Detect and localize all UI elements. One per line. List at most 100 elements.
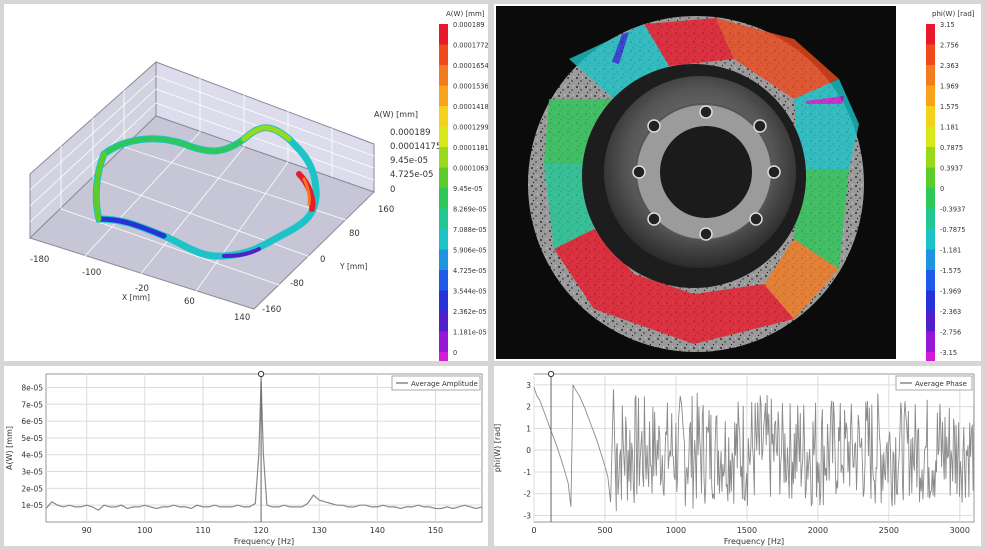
scale-label: 0.0001181 xyxy=(453,144,488,152)
scale-swatch xyxy=(439,44,448,65)
scale-label: -1.575 xyxy=(940,267,961,275)
scale-swatch xyxy=(439,270,448,291)
amplitude-3d-plot-panel[interactable]: A(W) [mm] 0.000189 0.00014175 9.45e-05 4… xyxy=(4,4,488,361)
y-tick-label: 1 xyxy=(526,424,531,433)
amplitude-color-scale: 0.000189 0.0001772 0.0001654 0.0001536 0.000… xyxy=(439,21,488,361)
scale-label: 0.0001418 xyxy=(453,103,488,111)
y-tick-label: 3 xyxy=(526,381,531,390)
scale-label: 0.000189 xyxy=(453,21,484,29)
scale-swatch xyxy=(926,85,935,106)
x-tick-label: 120 xyxy=(253,526,268,535)
x-tick-label: 3000 xyxy=(950,526,970,535)
x-tick-label: 60 xyxy=(184,297,195,307)
scale-swatch xyxy=(439,290,448,311)
x-tick-label: 140 xyxy=(234,313,250,323)
scale-swatch xyxy=(439,229,448,250)
y-axis-title: A(W) [mm] xyxy=(5,426,14,470)
y-tick-label: 160 xyxy=(378,205,394,215)
phase-scale-title: phi(W) [rad] xyxy=(932,10,975,18)
y-tick-label: 3e-05 xyxy=(21,468,43,477)
y-axis-title: Y [mm] xyxy=(339,262,368,271)
scale-label: 4.725e-05 xyxy=(453,267,487,275)
scale-label: 1.969 xyxy=(940,83,959,91)
phase-overlay-image-panel[interactable]: phi(W) [rad] 3.15 2.756 2.363 1.969 1.575 1.1… xyxy=(494,4,981,361)
y-tick-label: 1e-05 xyxy=(21,501,43,510)
scale-label: -2.363 xyxy=(940,308,961,316)
legend-box xyxy=(895,375,973,391)
scale-label: 5.906e-05 xyxy=(453,247,487,255)
scale-label: 3.544e-05 xyxy=(453,288,487,296)
scale-swatch xyxy=(439,331,448,352)
frequency-cursor-handle[interactable] xyxy=(257,370,265,378)
scale-label: -0.3937 xyxy=(940,206,965,214)
bolt-holes xyxy=(632,105,781,241)
amplitude-ring-surface xyxy=(92,124,320,260)
x-tick-label: 100 xyxy=(137,526,152,535)
z-tick-label: 9.45e-05 xyxy=(390,156,428,166)
x-tick-label: 1500 xyxy=(737,526,757,535)
average-phase-chart-panel[interactable]: 0 500 1000 1500 2000 2500 3000 -3 -2 -1 0 1 2 3 Freque… xyxy=(494,366,981,546)
y-tick-label: -160 xyxy=(262,305,281,315)
plot3d-grid xyxy=(29,75,375,295)
y-axis-title: phi(W) [rad] xyxy=(494,424,502,473)
scale-label: 0 xyxy=(453,349,457,357)
scale-label: 0.0001063 xyxy=(453,165,488,173)
y-tick-label: 5e-05 xyxy=(21,434,43,443)
scale-label: 0.3937 xyxy=(940,165,963,173)
scale-label: 3.15 xyxy=(940,21,955,29)
amplitude-scale-title: A(W) [mm] xyxy=(446,10,485,18)
scale-label: 8.269e-05 xyxy=(453,206,487,214)
average-phase-chart[interactable]: 0 500 1000 1500 2000 2500 3000 -3 -2 -1 0 1 2 3 Freque… xyxy=(494,366,981,546)
scale-label: -2.756 xyxy=(940,329,961,337)
scale-swatch xyxy=(439,85,448,106)
average-amplitude-chart-panel[interactable]: 90 100 110 120 130 140 150 1e-05 2e-05 3e-05 4e-05… xyxy=(4,366,488,546)
average-amplitude-chart[interactable]: 90 100 110 120 130 140 150 1e-05 2e-05 3e-05 4e-05… xyxy=(4,366,488,546)
scale-label: -0.7875 xyxy=(940,226,965,234)
scale-label: 0.0001299 xyxy=(453,124,488,132)
y-tick-label: 2 xyxy=(526,403,531,412)
x-tick-label: -20 xyxy=(135,284,149,294)
scale-label: 2.756 xyxy=(940,42,959,50)
plot-area[interactable] xyxy=(45,373,483,523)
y-tick-label: 4e-05 xyxy=(21,451,43,460)
plot3d-floor xyxy=(29,115,375,310)
scale-swatch xyxy=(439,24,448,45)
scale-label: 9.45e-05 xyxy=(453,185,483,193)
z-tick-label: 0.00014175 xyxy=(390,142,441,152)
scale-label: -1.969 xyxy=(940,288,961,296)
y-tick-label: -80 xyxy=(290,279,304,289)
x-tick-label: 140 xyxy=(370,526,385,535)
scale-swatch xyxy=(926,44,935,65)
y-tick-label: 7e-05 xyxy=(21,400,43,409)
scale-swatch xyxy=(439,126,448,147)
scale-swatch xyxy=(926,229,935,250)
frequency-cursor-handle[interactable] xyxy=(547,370,555,378)
x-axis-title: Frequency [Hz] xyxy=(234,537,294,546)
y-tick-label: 6e-05 xyxy=(21,417,43,426)
x-tick-label: 90 xyxy=(82,526,92,535)
legend-box xyxy=(391,375,481,391)
x-tick-label: 130 xyxy=(312,526,327,535)
x-tick-label: 500 xyxy=(597,526,612,535)
x-tick-label: 110 xyxy=(195,526,210,535)
plot-area[interactable] xyxy=(533,373,975,523)
scale-swatch xyxy=(439,188,448,209)
x-tick-label: -180 xyxy=(30,255,49,265)
phase-color-scale: 3.15 2.756 2.363 1.969 1.575 1.181 0.7875 0.393… xyxy=(926,21,965,361)
y-tick-label: -3 xyxy=(524,511,532,520)
scale-label: 2.363 xyxy=(940,62,959,70)
x-tick-label: 2000 xyxy=(808,526,828,535)
z-tick-label: 0 xyxy=(390,185,395,195)
y-tick-label: -2 xyxy=(524,490,532,499)
scale-label: 1.181 xyxy=(940,124,959,132)
legend-label: Average Amplitude xyxy=(411,380,478,388)
y-tick-label: -1 xyxy=(524,468,532,477)
x-tick-label: 2500 xyxy=(879,526,899,535)
scale-swatch xyxy=(926,106,935,127)
scale-swatch xyxy=(439,249,448,270)
scale-swatch xyxy=(926,188,935,209)
scale-swatch xyxy=(439,311,448,332)
y-tick-label: 0 xyxy=(526,446,531,455)
y-tick-label: 2e-05 xyxy=(21,484,43,493)
scale-swatch xyxy=(926,311,935,332)
